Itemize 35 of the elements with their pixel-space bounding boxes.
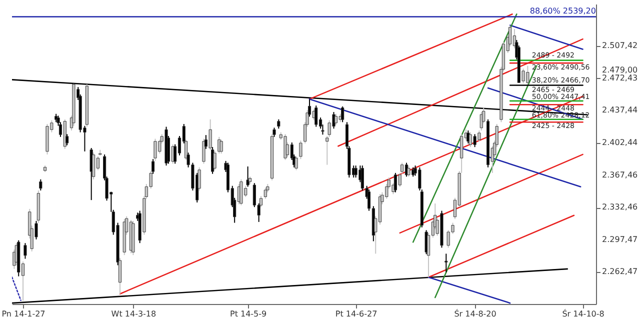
candlestick xyxy=(354,165,358,178)
candlestick xyxy=(444,253,448,273)
candlestick xyxy=(394,172,398,193)
x-tick-label: Wt 14-3-18 xyxy=(111,310,156,318)
candlestick xyxy=(277,118,280,130)
candlestick xyxy=(466,130,470,144)
candlestick xyxy=(334,113,338,126)
y-tick-label: 2.402,44 xyxy=(602,138,638,147)
candlestick xyxy=(294,156,298,171)
candlestick xyxy=(264,187,267,200)
y-tick-label: 2.297,47 xyxy=(602,234,638,244)
candlestick xyxy=(24,242,27,260)
candlestick xyxy=(220,139,223,154)
y-tick-label: 2.437,44 xyxy=(602,106,638,115)
y-tick-label: 2.479,00 xyxy=(602,65,638,74)
y-tick-label: 2.332,46 xyxy=(602,202,638,212)
x-tick-label: Pt 14-6-27 xyxy=(335,310,378,318)
candlestick xyxy=(39,178,42,191)
y-tick-label: 2.472,43 xyxy=(602,73,638,82)
x-tick-label: Pn 14-1-27 xyxy=(2,310,46,318)
y-tick-label: 2.507,42 xyxy=(602,41,638,50)
ref-line-label: 88,60% 2539,20 xyxy=(530,6,596,16)
y-tick-label: 2.367,46 xyxy=(602,170,638,180)
candlestick xyxy=(202,138,206,164)
candlestick xyxy=(314,105,318,128)
candlestick xyxy=(299,140,302,160)
x-tick-label: Pt 14-5-9 xyxy=(230,310,267,318)
candlestick xyxy=(341,106,344,123)
candlestick xyxy=(240,178,243,206)
candlestick xyxy=(92,152,96,180)
candlestick xyxy=(407,165,410,178)
x-tick-label: Śr 14-8-20 xyxy=(454,308,496,318)
x-tick-label: Śr 14-10-8 xyxy=(562,308,604,318)
y-tick-label: 2.262,47 xyxy=(602,267,638,276)
candlestick xyxy=(213,150,216,171)
